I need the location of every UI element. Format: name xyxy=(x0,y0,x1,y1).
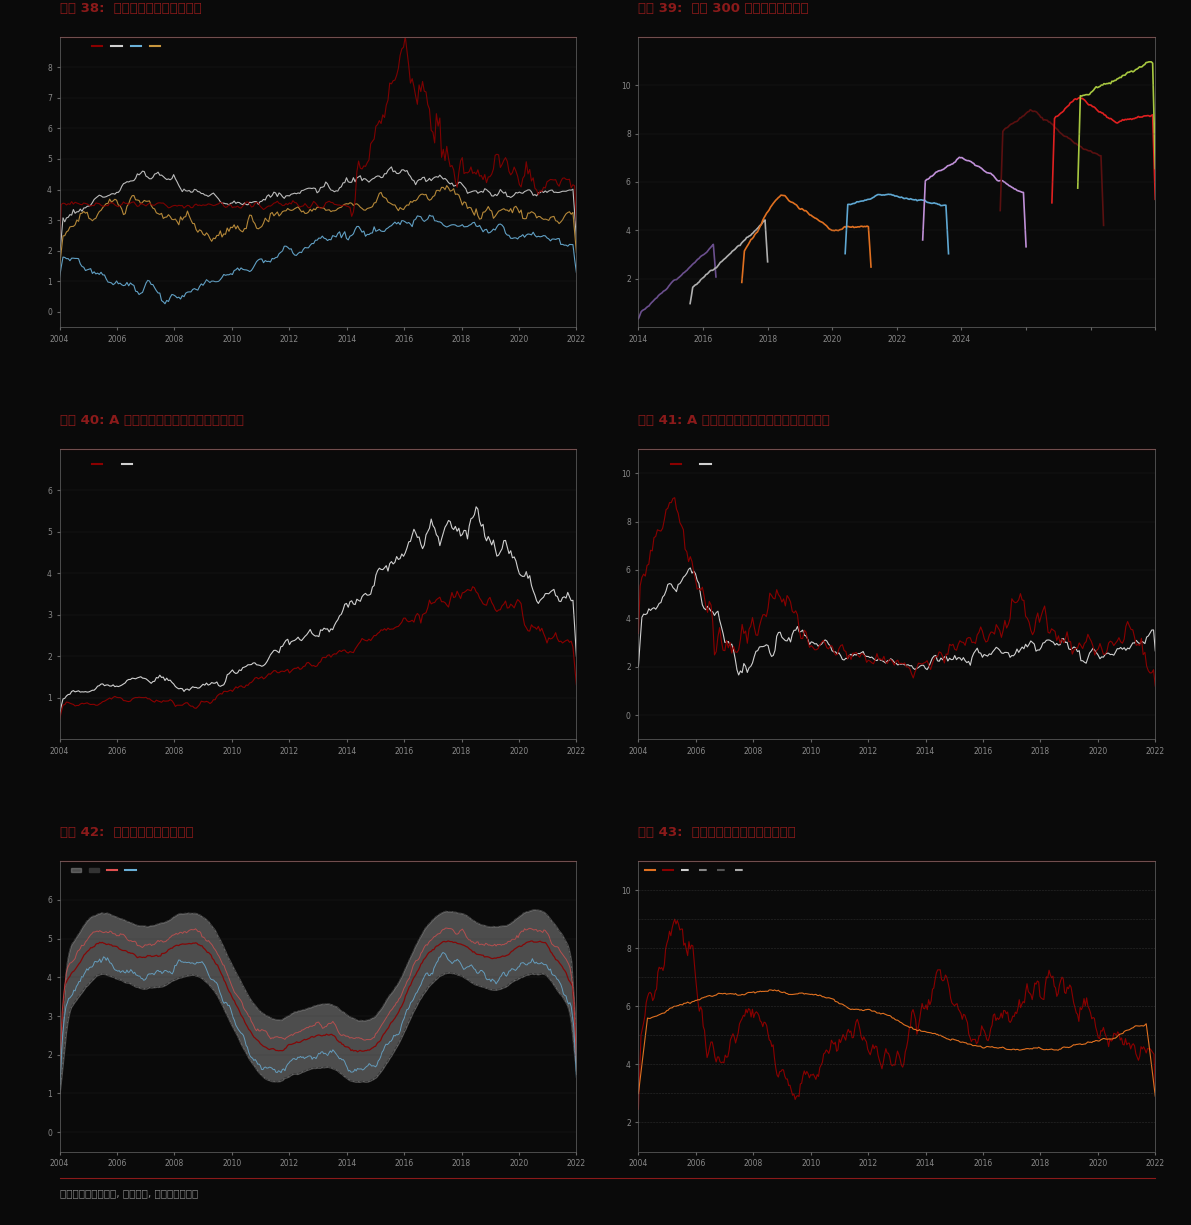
Text: 图表 40: A 股大小盘指数相对表现和相对估值: 图表 40: A 股大小盘指数相对表现和相对估值 xyxy=(60,414,243,428)
Legend: , : , xyxy=(668,458,719,470)
Legend: , , , : , , , xyxy=(89,40,169,51)
Legend: , , , : , , , xyxy=(68,865,144,876)
Text: 图表 42:  十年期国债到期收益率: 图表 42: 十年期国债到期收益率 xyxy=(60,826,193,839)
Legend: , , , , , : , , , , , xyxy=(642,865,754,876)
Legend: , : , xyxy=(89,458,141,470)
Text: 图表 38:  无风险利率与股息收益率: 图表 38: 无风险利率与股息收益率 xyxy=(60,1,201,15)
Text: 图表 41: A 股价值成长指数相对表现和相对估值: 图表 41: A 股价值成长指数相对表现和相对估值 xyxy=(638,414,830,428)
Text: 资料来源：彭博资讯, 万得资讯, 中金公司研究部: 资料来源：彭博资讯, 万得资讯, 中金公司研究部 xyxy=(60,1188,198,1198)
Text: 图表 39:  沪深 300 指数盈利预期变化: 图表 39: 沪深 300 指数盈利预期变化 xyxy=(638,1,809,15)
Text: 图表 43:  股票和债券的内在回报率对比: 图表 43: 股票和债券的内在回报率对比 xyxy=(638,826,796,839)
